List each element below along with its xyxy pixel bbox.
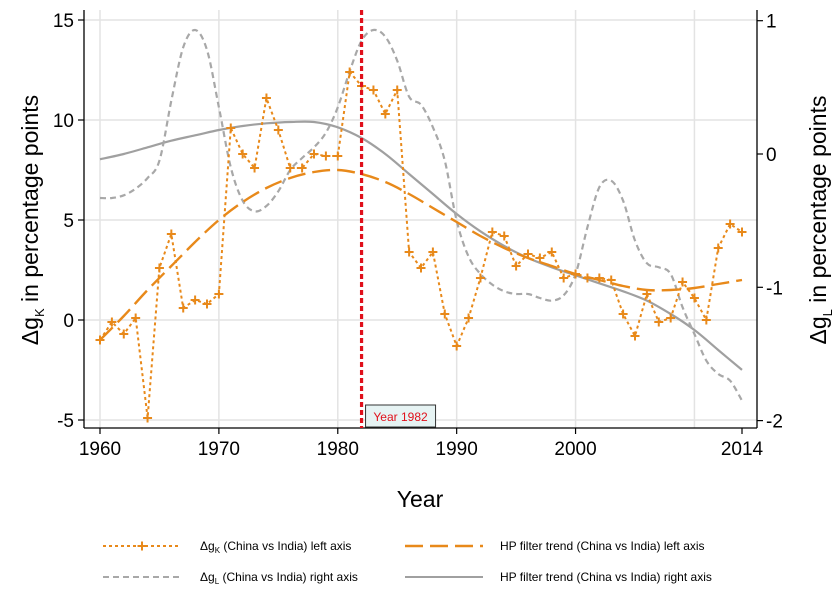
x-tick-label: 1970: [198, 439, 240, 460]
series-dgk-point: [95, 335, 105, 345]
y-right-tick-label: 0: [766, 145, 777, 166]
series-dgk-point: [178, 303, 188, 313]
series-dgk-point: [166, 229, 176, 239]
legend-label: ΔgK (China vs India) left axis: [200, 539, 351, 555]
y-right-tick-label: -1: [766, 278, 783, 299]
legend-item: ΔgK (China vs India) left axis: [103, 539, 351, 555]
series-dgk-point: [511, 261, 521, 271]
series-dgk-point: [392, 85, 402, 95]
series-dgk-point: [107, 317, 117, 327]
y-right-tick-label: 1: [766, 12, 777, 33]
series-dgk-point: [630, 331, 640, 341]
x-tick-label: 1990: [436, 439, 478, 460]
y-left-tick-label: 10: [53, 111, 74, 132]
series-dgk-point: [606, 275, 616, 285]
series-dgk-point: [202, 299, 212, 309]
series-dgk-point: [725, 219, 735, 229]
series-dgk-point: [119, 329, 129, 339]
series-dgk-point: [618, 309, 628, 319]
y-left-tick-label: 5: [63, 211, 74, 232]
annotation-box: [365, 404, 437, 428]
series-dgk-point: [226, 123, 236, 133]
series-dgk-point: [190, 295, 200, 305]
series-dgk-point: [214, 289, 224, 299]
series-dgk-point: [464, 313, 474, 323]
x-tick-label: 2000: [554, 439, 596, 460]
legend-label: HP filter trend (China vs India) right a…: [500, 570, 712, 584]
axes: -5 0 5 10 15 -2 -1 0 1 1960 1970 1980 1990 2000 2014: [53, 10, 783, 460]
series-dgk-point: [594, 273, 604, 283]
series-dgk-point: [701, 315, 711, 325]
grid-lines: [84, 10, 757, 428]
y-axis-right-title: ΔgL in percentage points: [805, 96, 835, 345]
series-dgk-point: [273, 125, 283, 135]
series-dgk-point: [678, 277, 688, 287]
series-dgk-point: [654, 317, 664, 327]
legend-label: HP filter trend (China vs India) left ax…: [500, 539, 705, 553]
series-dgk-point: [238, 149, 248, 159]
series-dgk-point: [345, 67, 355, 77]
series-dgk-point: [416, 263, 426, 273]
series-dgk-point: [452, 341, 462, 351]
series-dgk-point: [131, 313, 141, 323]
legend-label: ΔgL (China vs India) right axis: [200, 570, 358, 586]
series-dgk-point: [713, 243, 723, 253]
legend-item: ΔgL (China vs India) right axis: [103, 570, 358, 586]
series-dgk-point: [368, 85, 378, 95]
series-dgk-point: [523, 249, 533, 259]
series-dgk-point: [297, 163, 307, 173]
series-dgk-point: [261, 93, 271, 103]
series-dgk-point: [154, 263, 164, 273]
series-layer: [95, 28, 747, 423]
series-dgk-point: [547, 247, 557, 257]
legend-item: HP filter trend (China vs India) left ax…: [405, 539, 705, 553]
legend: ΔgK (China vs India) left axis HP filter …: [103, 539, 712, 586]
y-right-tick-label: -2: [766, 412, 783, 433]
series-dgk-point: [285, 163, 295, 173]
x-tick-label: 1980: [317, 439, 359, 460]
series-dgl-right-line: [99, 28, 743, 402]
annotation-label: Year 1982: [373, 410, 428, 424]
series-dgk-point: [440, 309, 450, 319]
annotation-layer: Year 1982: [359, 10, 437, 428]
series-dgk-point: [689, 293, 699, 303]
series-dgk-point: [404, 247, 414, 257]
series-hp-trend-right-line: [99, 120, 743, 371]
series-dgk-point: [737, 227, 747, 237]
series-dgk-point: [571, 269, 581, 279]
series-dgk-point: [333, 151, 343, 161]
series-dgk-point: [143, 413, 153, 423]
series-dgk-point: [499, 231, 509, 241]
series-dgk-point: [380, 109, 390, 119]
series-dgk-point: [535, 253, 545, 263]
legend-item: HP filter trend (China vs India) right a…: [405, 570, 712, 584]
series-dgk-point: [582, 273, 592, 283]
series-dgk-point: [428, 247, 438, 257]
series-dgk-point: [309, 149, 319, 159]
x-tick-label: 2014: [721, 439, 764, 460]
series-dgk-point: [321, 151, 331, 161]
y-left-tick-label: 0: [63, 311, 74, 332]
series-dgk-point: [487, 227, 497, 237]
x-axis-title: Year: [397, 486, 444, 512]
series-hp-trend-left-line: [99, 168, 743, 341]
y-left-tick-label: -5: [57, 411, 74, 432]
y-axis-left-title: ΔgK in percentage points: [17, 95, 47, 345]
series-dgk-point: [559, 273, 569, 283]
y-left-tick-label: 15: [53, 11, 74, 32]
series-dgk-point: [475, 273, 485, 283]
series-dgk-point: [250, 163, 260, 173]
series-dgk-point: [642, 289, 652, 299]
x-tick-label: 1960: [79, 439, 121, 460]
series-dgk-point: [666, 313, 676, 323]
